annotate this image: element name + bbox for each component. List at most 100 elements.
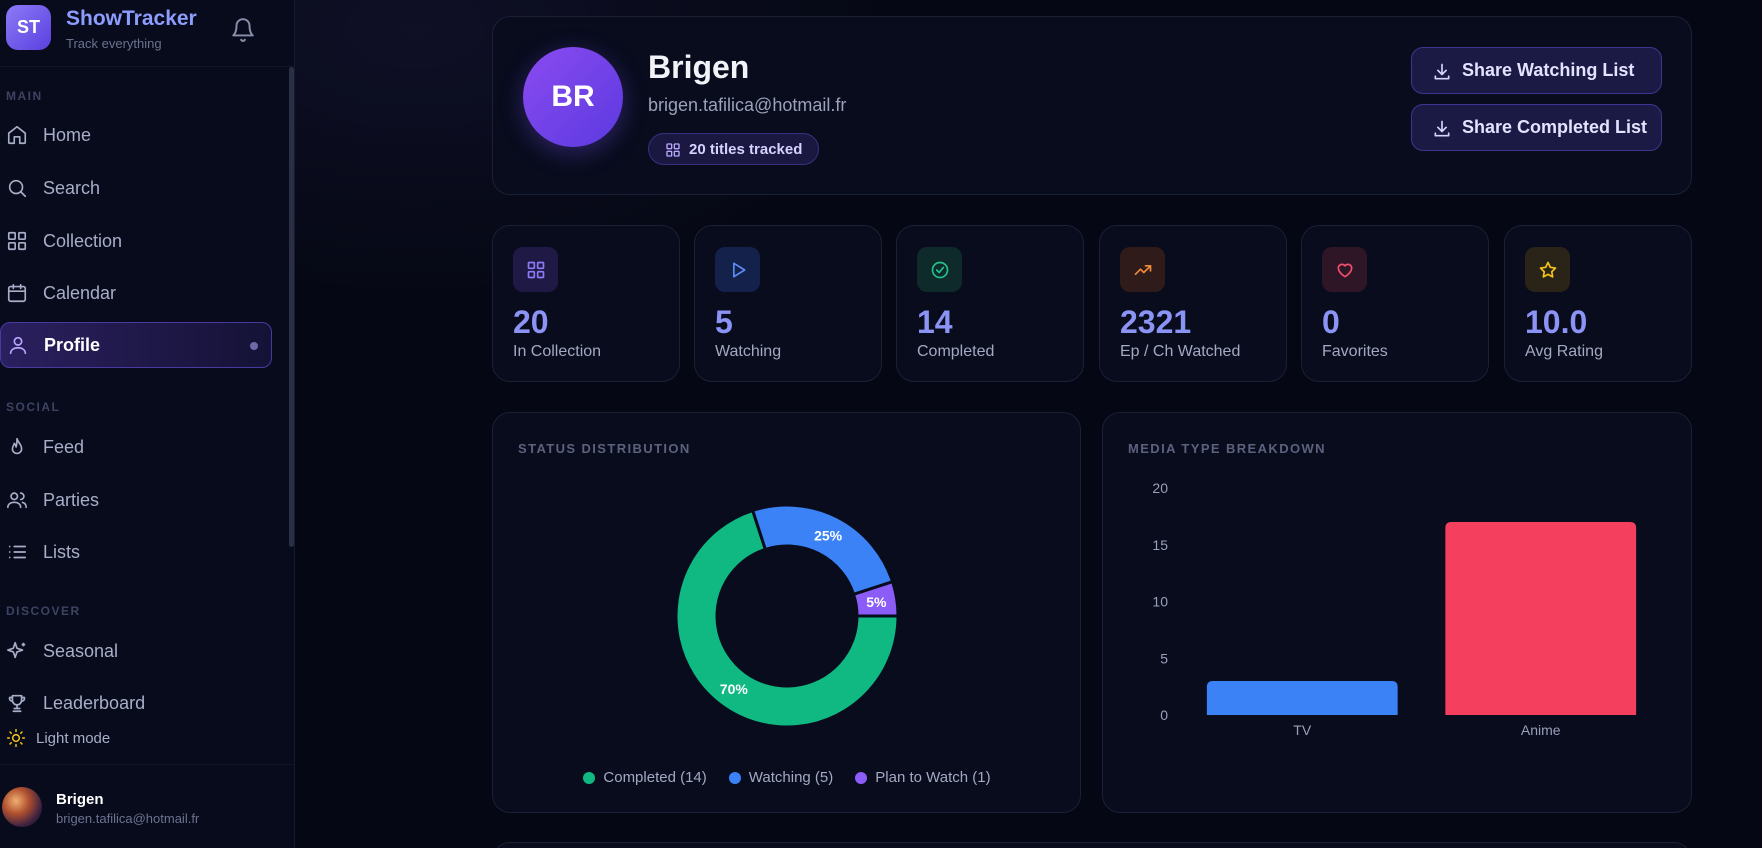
sun-icon <box>6 728 26 748</box>
sidebar-item-leaderboard[interactable]: Leaderboard <box>0 680 272 726</box>
y-tick-label: 0 <box>1160 707 1168 723</box>
download-icon <box>1434 63 1450 80</box>
play-icon <box>732 262 745 277</box>
trending-up-icon <box>1134 264 1151 275</box>
donut-slice-completed[interactable] <box>674 508 900 729</box>
stat-label: Avg Rating <box>1525 343 1603 360</box>
donut-slice-plan-to-watch[interactable] <box>851 579 900 618</box>
stat-value: 20 <box>513 304 549 340</box>
stat-card-favorites: 0 Favorites <box>1301 225 1489 382</box>
sidebar-item-lists[interactable]: Lists <box>0 529 272 575</box>
profile-email: brigen.tafilica@hotmail.fr <box>648 95 847 115</box>
stat-icon-box <box>917 247 962 292</box>
section-label-discover: DISCOVER <box>6 604 81 618</box>
badge-label: 20 titles tracked <box>689 140 803 158</box>
bell-icon[interactable] <box>230 17 256 43</box>
bar-anime[interactable] <box>1445 522 1637 715</box>
grid-icon <box>527 261 544 278</box>
search-icon <box>8 179 27 198</box>
app-logo[interactable]: ST <box>6 5 51 50</box>
x-tick-label: TV <box>1293 722 1312 738</box>
stat-card-watching: 5 Watching <box>694 225 882 382</box>
share-completed-list-button[interactable]: Share Completed List <box>1411 104 1662 151</box>
flame-icon <box>11 437 23 455</box>
profile-name: Brigen <box>648 49 750 85</box>
sidebar-item-calendar[interactable]: Calendar <box>0 270 272 316</box>
stat-value: 10.0 <box>1525 304 1588 340</box>
legend-dot <box>728 771 741 784</box>
legend-label: Plan to Watch (1) <box>875 769 991 786</box>
legend-label: Completed (14) <box>603 769 707 786</box>
profile-avatar: BR <box>523 47 623 147</box>
avatar[interactable] <box>2 787 42 827</box>
chart-title: MEDIA TYPE BREAKDOWN <box>1128 441 1326 456</box>
legend-item-watching[interactable]: Watching (5) <box>728 769 833 786</box>
stat-card-collection: 20 In Collection <box>492 225 680 382</box>
light-mode-toggle[interactable]: Light mode <box>6 726 110 750</box>
user-email: brigen.tafilica@hotmail.fr <box>56 811 200 826</box>
brand[interactable]: ST ShowTracker Track everything <box>6 5 286 55</box>
slice-percent-label: 25% <box>814 527 843 543</box>
chart-title: STATUS DISTRIBUTION <box>518 441 691 456</box>
sparkles-icon <box>7 641 26 659</box>
stat-value: 2321 <box>1120 304 1192 340</box>
stat-value: 5 <box>715 304 733 340</box>
sidebar-item-parties[interactable]: Parties <box>0 477 272 523</box>
sidebar-item-profile[interactable]: Profile <box>0 322 272 368</box>
sidebar-item-home[interactable]: Home <box>0 112 272 158</box>
stat-label: Watching <box>715 343 782 360</box>
status-distribution-card: STATUS DISTRIBUTION 70% 25% 5% Completed (… <box>492 412 1081 813</box>
check-circle-icon <box>931 261 948 278</box>
sidebar-item-seasonal[interactable]: Seasonal <box>0 628 272 674</box>
stat-icon-box <box>1322 247 1367 292</box>
sidebar-item-label: Parties <box>43 489 100 510</box>
media-type-bar-chart: 0 5 10 15 20 TV Anime <box>1152 480 1637 738</box>
current-user[interactable]: Brigen brigen.tafilica@hotmail.fr <box>0 786 290 830</box>
calendar-icon <box>7 283 27 303</box>
legend-item-completed[interactable]: Completed (14) <box>583 769 707 786</box>
button-label: Share Watching List <box>1462 60 1635 80</box>
sidebar-item-search[interactable]: Search <box>0 165 272 211</box>
bar-tv[interactable] <box>1206 680 1398 715</box>
sidebar-scrollbar[interactable] <box>289 67 294 547</box>
profile-header-card: BR Brigen brigen.tafilica@hotmail.fr 20 … <box>492 16 1692 195</box>
sidebar: ST ShowTracker Track everything MAIN Hom… <box>0 0 295 848</box>
share-watching-list-button[interactable]: Share Watching List <box>1411 47 1662 94</box>
light-mode-label: Light mode <box>36 729 111 747</box>
sidebar-item-label: Leaderboard <box>43 692 146 713</box>
stat-label: Completed <box>917 343 995 360</box>
stat-value: 0 <box>1322 304 1340 340</box>
heart-icon <box>1337 263 1352 277</box>
stat-icon-box <box>1525 247 1570 292</box>
stat-card-avg-rating: 10.0 Avg Rating <box>1504 225 1692 382</box>
app-tagline: Track everything <box>66 36 162 51</box>
section-label-main: MAIN <box>6 89 43 103</box>
stat-icon-box <box>715 247 760 292</box>
sidebar-item-feed[interactable]: Feed <box>0 424 272 470</box>
chart-legend: Completed (14) Watching (5) Plan to Watc… <box>493 769 1081 786</box>
stat-label: Favorites <box>1322 343 1388 360</box>
download-icon <box>1434 120 1450 137</box>
home-icon <box>7 125 27 145</box>
stat-card-episodes: 2321 Ep / Ch Watched <box>1099 225 1287 382</box>
active-indicator <box>250 342 258 350</box>
trophy-icon <box>8 694 26 713</box>
app-name: ShowTracker <box>66 7 197 30</box>
grid-icon <box>7 231 27 251</box>
donut-slice-watching[interactable] <box>750 503 895 597</box>
stat-icon-box <box>1120 247 1165 292</box>
y-tick-label: 5 <box>1160 650 1168 666</box>
sidebar-item-label: Calendar <box>43 282 117 303</box>
next-section-card <box>492 842 1692 848</box>
sidebar-item-collection[interactable]: Collection <box>0 218 272 264</box>
status-donut-chart: 70% 25% 5% <box>674 503 900 729</box>
slice-percent-label: 70% <box>720 681 749 697</box>
sidebar-item-label: Home <box>43 124 92 145</box>
list-icon <box>8 545 27 559</box>
sidebar-item-label: Lists <box>43 541 81 562</box>
legend-item-plan-to-watch[interactable]: Plan to Watch (1) <box>855 769 991 786</box>
titles-tracked-badge: 20 titles tracked <box>648 133 820 165</box>
star-icon <box>1539 261 1556 278</box>
button-label: Share Completed List <box>1462 117 1648 137</box>
divider <box>0 66 295 67</box>
